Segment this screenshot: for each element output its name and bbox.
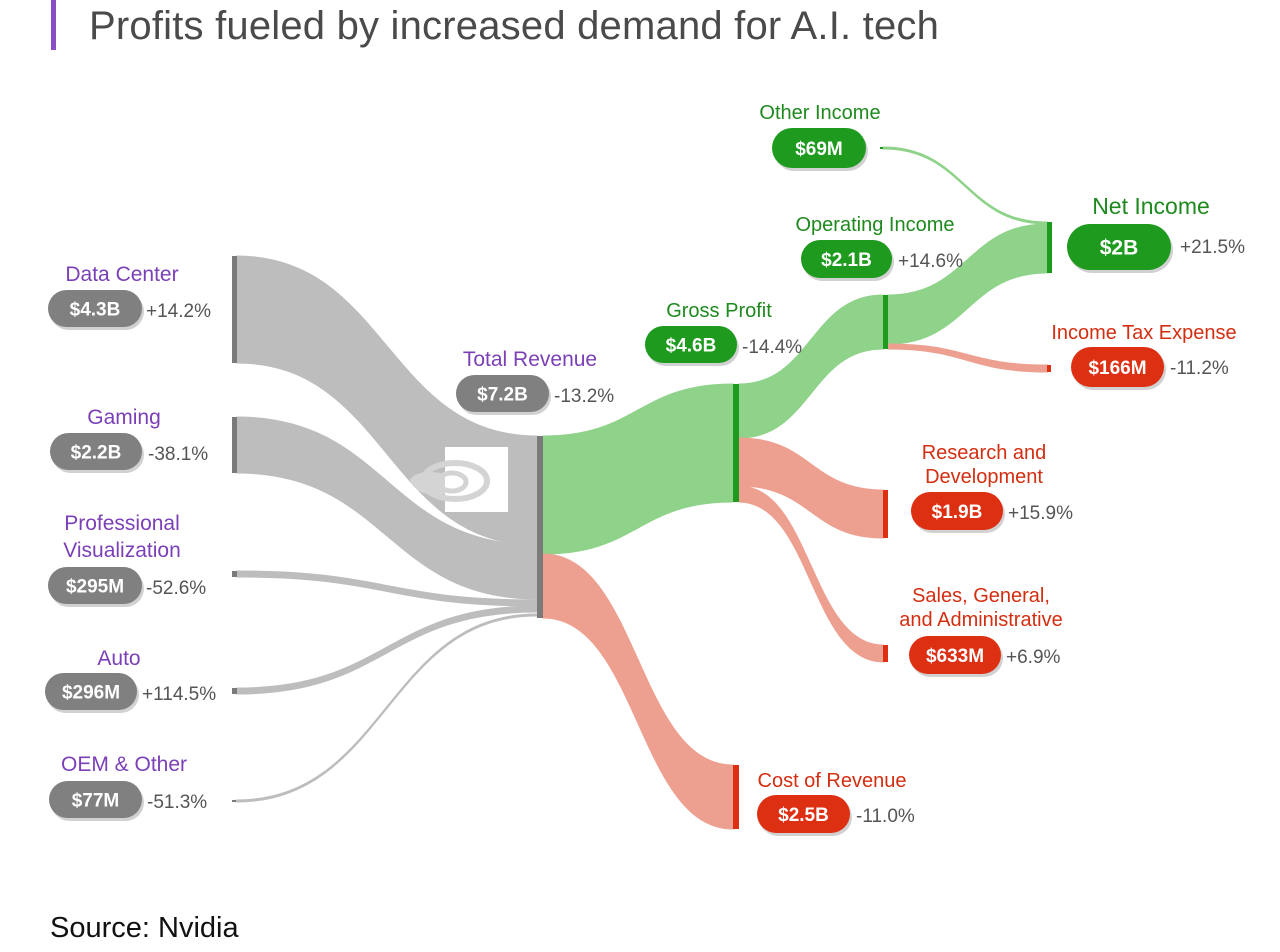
title-accent-bar: [51, 0, 56, 50]
node-value: $69M: [795, 139, 843, 160]
sankey-node-bars: [232, 147, 1052, 829]
node-value: $7.2B: [477, 384, 528, 405]
node-bar-auto: [232, 688, 237, 694]
node-bar-rnd: [883, 490, 888, 538]
node-change: +114.5%: [142, 684, 216, 705]
value-pill: [50, 433, 142, 470]
value-pill: [909, 636, 1001, 674]
value-pill: [1071, 347, 1164, 387]
node-value: $296M: [62, 682, 120, 703]
node-change: +14.6%: [898, 251, 963, 272]
value-pill: [801, 240, 892, 278]
node-change: -14.4%: [742, 337, 802, 358]
node-name: Professional Visualization: [63, 512, 181, 562]
link-total_revenue-to-gross_profit: [542, 383, 734, 555]
node-label-gross_profit: Gross Profit $4.6B -14.4%: [645, 300, 802, 366]
value-pill: [48, 290, 142, 327]
node-change: -13.2%: [554, 386, 614, 407]
node-value: $166M: [1088, 358, 1146, 379]
node-name: Research and Development: [922, 442, 1047, 488]
node-change: -11.0%: [856, 806, 915, 827]
node-bar-total_revenue: [537, 436, 543, 618]
node-label-net_income: Net Income $2B +21.5%: [1067, 193, 1245, 273]
node-bar-operating_income: [883, 295, 888, 349]
node-bar-pro_viz: [232, 571, 237, 577]
node-value: $2.5B: [778, 805, 829, 826]
node-name: Auto: [97, 647, 140, 670]
node-name: Net Income: [1092, 193, 1210, 219]
node-name: OEM & Other: [61, 753, 187, 776]
node-name: Gaming: [87, 406, 161, 429]
link-other_income-to-net_income: [882, 146, 1048, 225]
node-value: $2B: [1100, 237, 1139, 260]
node-bar-other_income: [880, 147, 883, 149]
node-name: Total Revenue: [463, 348, 597, 371]
value-pill: [48, 567, 142, 604]
value-pill: [645, 326, 737, 363]
node-label-cost_of_revenue: Cost of Revenue $2.5B -11.0%: [757, 770, 915, 836]
node-change: +14.2%: [146, 301, 211, 322]
node-bar-net_income: [1047, 222, 1052, 273]
sankey-node-labels: Data Center $4.3B +14.2% Gaming $2.2B -38.1% P…: [45, 102, 1245, 836]
node-change: -52.6%: [146, 578, 206, 599]
node-label-rnd: Research and Development $1.9B +15.9%: [911, 442, 1073, 533]
node-name: Cost of Revenue: [758, 770, 907, 792]
node-change: -11.2%: [1170, 358, 1229, 379]
node-name: Other Income: [759, 102, 880, 124]
node-change: +15.9%: [1008, 503, 1073, 524]
node-label-other_income: Other Income $69M: [759, 102, 881, 171]
link-gross_profit-to-rnd: [738, 437, 884, 539]
node-bar-gaming: [232, 417, 237, 473]
value-pill: [45, 673, 137, 710]
node-label-sga: Sales, General, and Administrative $633M +6…: [899, 585, 1063, 677]
node-bar-cost_of_revenue: [733, 765, 739, 829]
node-value: $295M: [66, 576, 124, 597]
node-value: $77M: [72, 790, 120, 811]
value-pill: [49, 781, 142, 818]
link-total_revenue-to-cost_of_revenue: [542, 553, 734, 830]
value-pill: [1067, 224, 1171, 270]
link-oem-to-total_revenue: [235, 613, 538, 803]
node-label-gaming: Gaming $2.2B -38.1%: [50, 406, 208, 473]
node-value: $1.9B: [932, 502, 983, 523]
node-name: Income Tax Expense: [1051, 322, 1236, 344]
node-bar-data_center: [232, 256, 237, 363]
node-value: $4.3B: [70, 299, 121, 320]
node-bar-gross_profit: [733, 384, 739, 502]
value-pill: [772, 128, 866, 168]
value-pill: [456, 375, 549, 412]
source-note: Source: Nvidia: [50, 912, 239, 944]
node-change: +21.5%: [1180, 237, 1245, 258]
node-label-operating_income: Operating Income $2.1B +14.6%: [796, 214, 963, 281]
node-value: $633M: [926, 646, 984, 667]
sankey-links: [235, 146, 1048, 830]
node-bar-oem: [232, 800, 236, 802]
link-operating_income-to-income_tax: [887, 343, 1048, 373]
nvidia-logo-icon: [410, 447, 508, 512]
node-bar-income_tax: [1047, 365, 1051, 372]
link-auto-to-total_revenue: [236, 605, 538, 695]
node-change: -51.3%: [147, 792, 207, 813]
node-label-total_revenue: Total Revenue $7.2B -13.2%: [456, 348, 614, 415]
node-label-pro_viz: Professional Visualization $295M -52.6%: [48, 512, 206, 607]
chart-title: Profits fueled by increased demand for A…: [89, 4, 940, 48]
node-value: $2.1B: [821, 250, 872, 271]
node-bar-sga: [883, 645, 888, 662]
node-name: Gross Profit: [666, 300, 772, 322]
node-name: Operating Income: [796, 214, 955, 236]
node-label-income_tax: Income Tax Expense $166M -11.2%: [1051, 322, 1237, 390]
value-pill: [911, 492, 1003, 530]
node-change: -38.1%: [148, 444, 208, 465]
value-pill: [757, 795, 850, 833]
node-name: Data Center: [65, 263, 178, 286]
node-label-oem: OEM & Other $77M -51.3%: [49, 753, 207, 821]
node-change: +6.9%: [1006, 647, 1061, 668]
node-value: $4.6B: [666, 335, 717, 356]
node-name: Sales, General, and Administrative: [899, 585, 1062, 631]
node-label-auto: Auto $296M +114.5%: [45, 647, 216, 713]
node-label-data_center: Data Center $4.3B +14.2%: [48, 263, 211, 330]
link-operating_income-to-net_income: [887, 223, 1048, 345]
node-value: $2.2B: [71, 442, 122, 463]
